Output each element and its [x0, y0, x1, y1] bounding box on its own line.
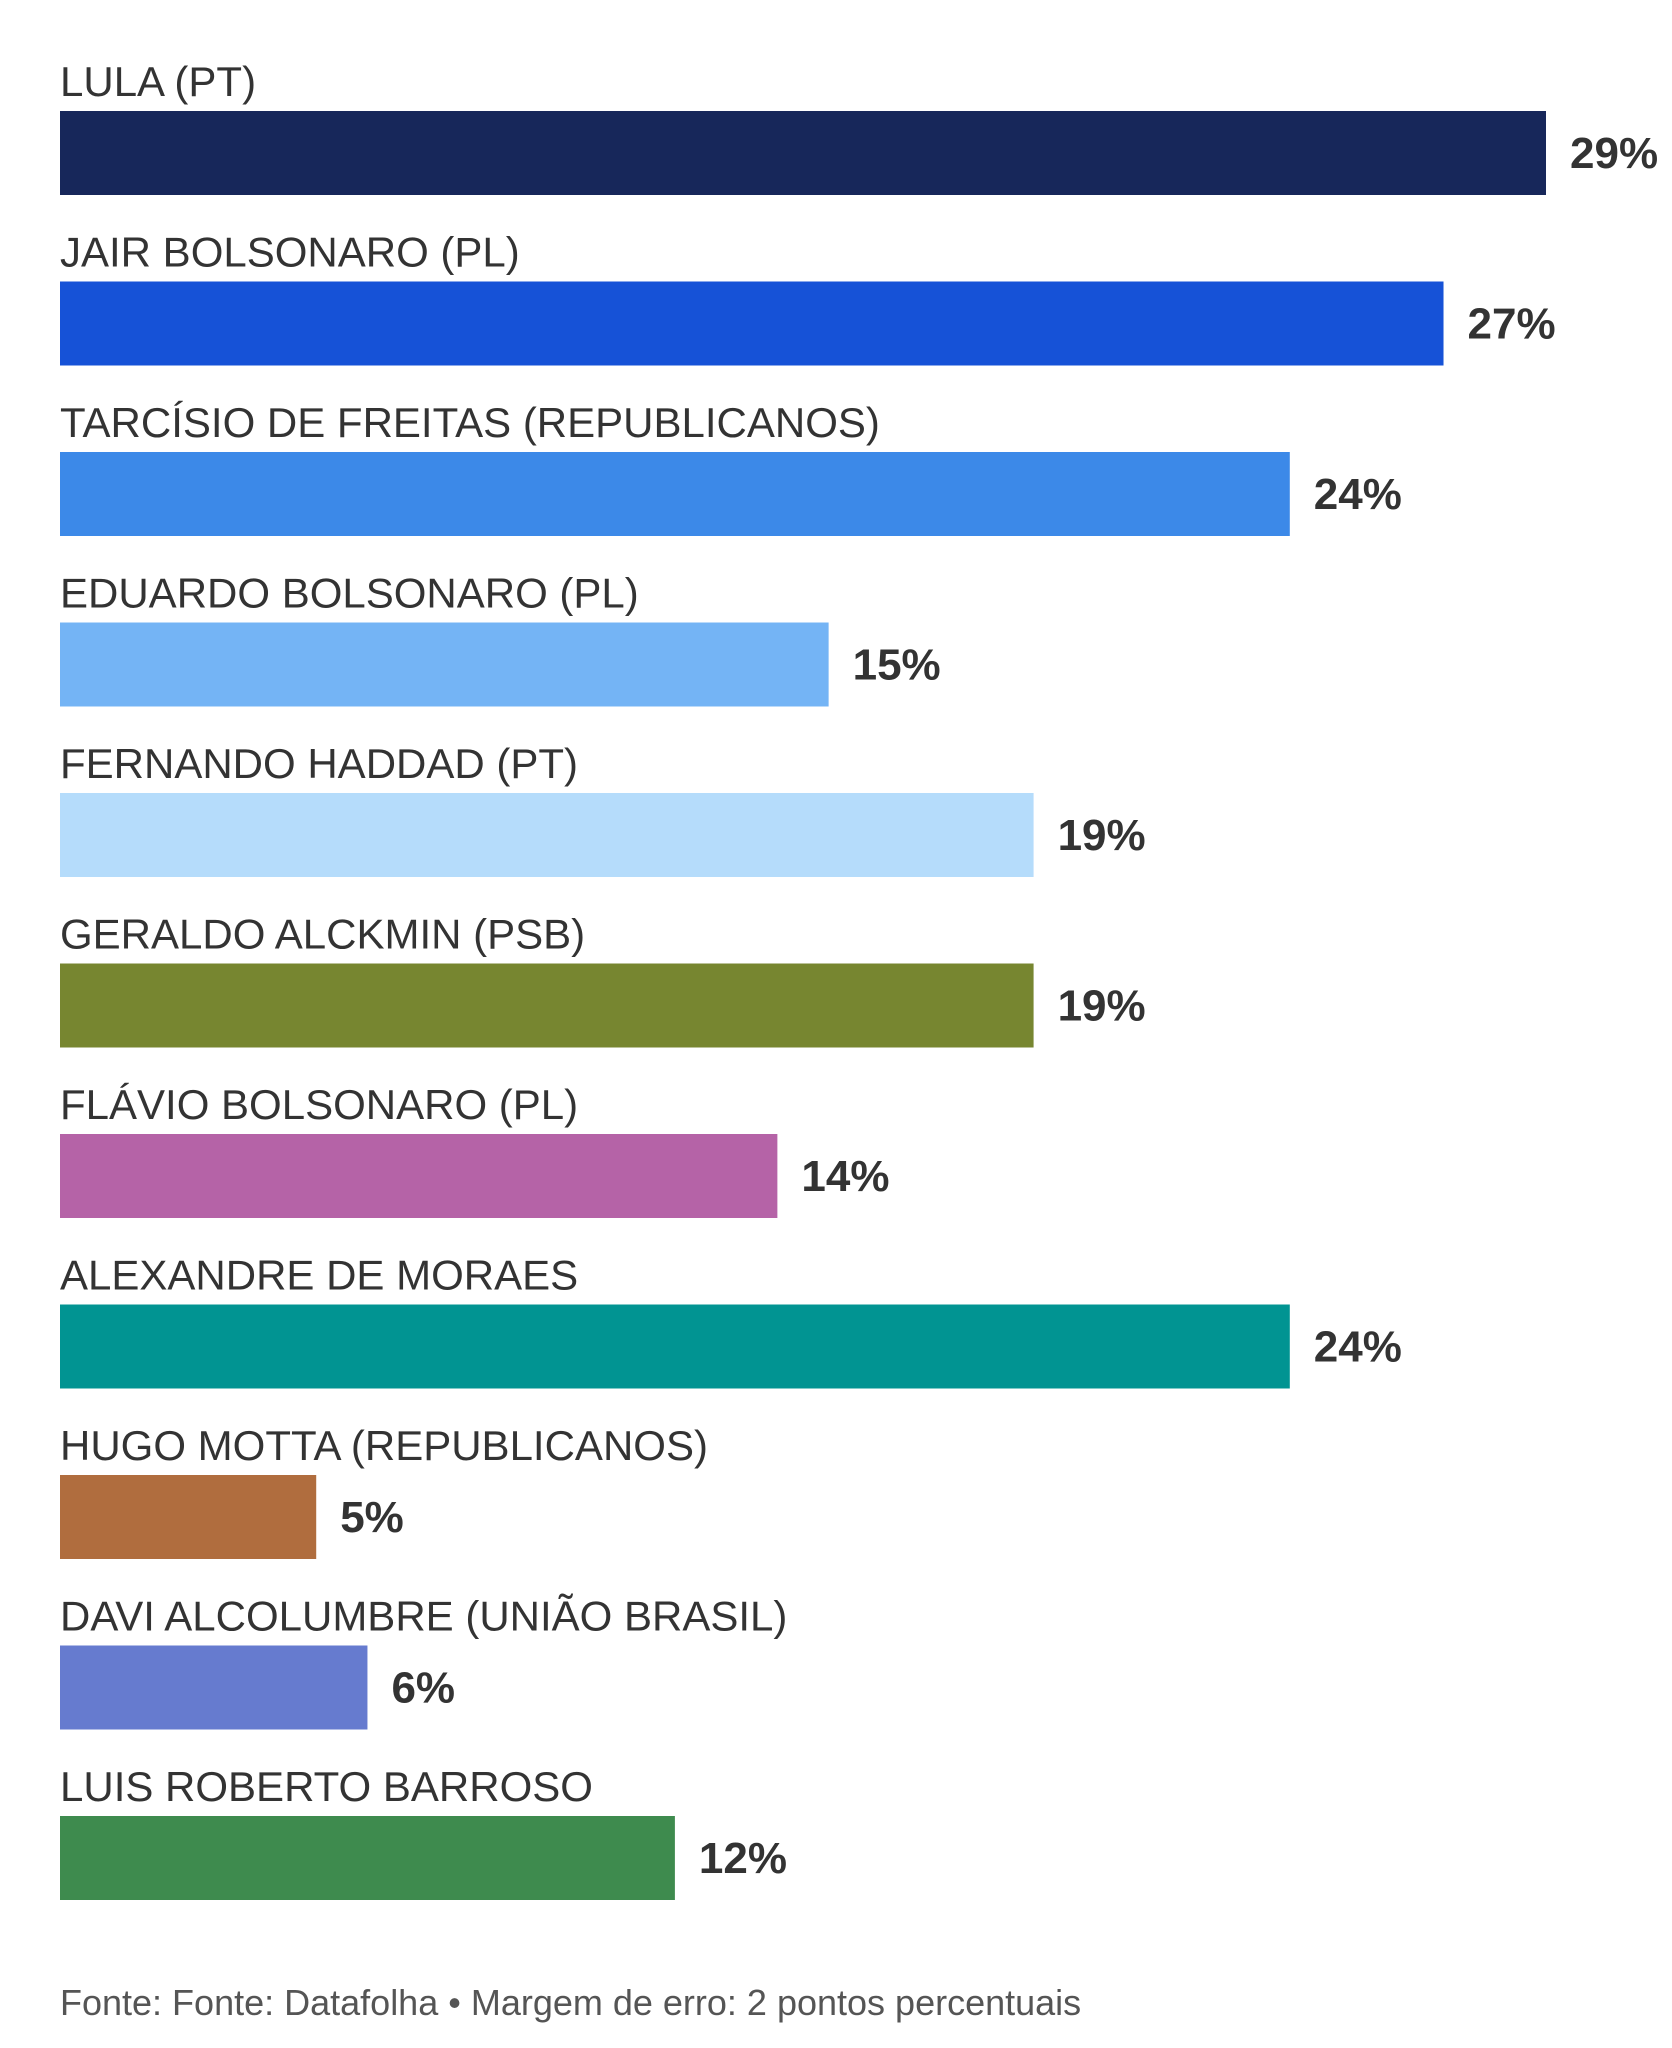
category-label: LUIS ROBERTO BARROSO — [60, 1763, 593, 1810]
category-label: TARCÍSIO DE FREITAS (REPUBLICANOS) — [60, 399, 880, 446]
value-label: 19% — [1058, 811, 1146, 860]
value-label: 24% — [1314, 470, 1402, 519]
category-label: JAIR BOLSONARO (PL) — [60, 229, 520, 276]
value-label: 24% — [1314, 1323, 1402, 1372]
category-label: FERNANDO HADDAD (PT) — [60, 740, 578, 787]
bar — [60, 1816, 675, 1900]
category-label: LULA (PT) — [60, 58, 256, 105]
bar — [60, 622, 829, 707]
value-label: 12% — [699, 1834, 787, 1883]
bars-layer: LULA (PT) 29% JAIR BOLSONARO (PL) 27% TARCÍS… — [60, 58, 1658, 1900]
category-label: HUGO MOTTA (REPUBLICANOS) — [60, 1422, 708, 1469]
bar — [60, 1475, 317, 1559]
value-label: 15% — [853, 641, 941, 690]
bar — [60, 1134, 778, 1218]
value-label: 27% — [1468, 300, 1556, 349]
value-label: 19% — [1058, 982, 1146, 1031]
value-label: 29% — [1570, 129, 1658, 178]
bar — [60, 281, 1444, 366]
bar — [60, 793, 1034, 877]
bar — [60, 1304, 1290, 1389]
value-label: 14% — [801, 1152, 889, 1201]
bar — [60, 452, 1290, 536]
bar — [60, 111, 1546, 195]
category-label: GERALDO ALCKMIN (PSB) — [60, 911, 585, 958]
category-label: FLÁVIO BOLSONARO (PL) — [60, 1081, 578, 1128]
value-label: 5% — [340, 1493, 404, 1542]
category-label: EDUARDO BOLSONARO (PL) — [60, 570, 639, 617]
category-label: ALEXANDRE DE MORAES — [60, 1252, 578, 1299]
category-label: DAVI ALCOLUMBRE (UNIÃO BRASIL) — [60, 1593, 787, 1640]
bar — [60, 963, 1034, 1048]
source-note: Fonte: Fonte: Datafolha • Margem de erro… — [60, 1982, 1081, 2023]
value-label: 6% — [391, 1664, 455, 1713]
bar — [60, 1645, 368, 1730]
